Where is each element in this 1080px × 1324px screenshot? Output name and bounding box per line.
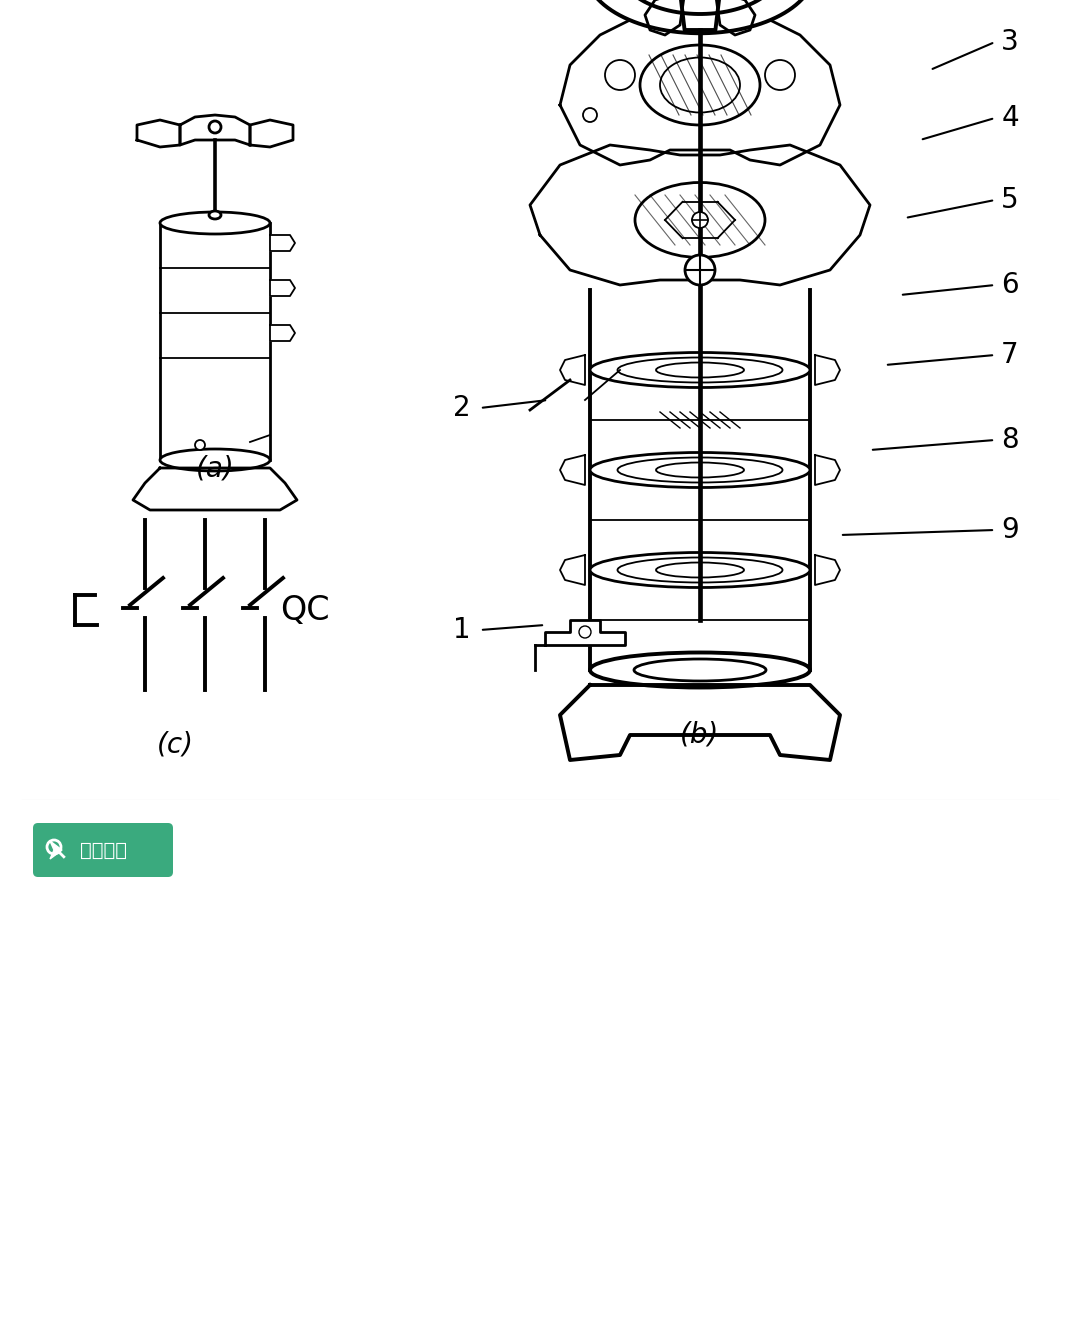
Polygon shape	[50, 841, 62, 859]
Ellipse shape	[210, 211, 221, 218]
Text: 6: 6	[1001, 271, 1018, 299]
Polygon shape	[180, 115, 249, 146]
Polygon shape	[270, 234, 295, 252]
Polygon shape	[815, 455, 840, 485]
Circle shape	[583, 109, 597, 122]
Ellipse shape	[635, 183, 765, 257]
Text: 1: 1	[454, 616, 471, 643]
Text: 7: 7	[1001, 342, 1018, 369]
Circle shape	[579, 626, 591, 638]
Text: 4—转轴；5—弹簧；6—凸轮；: 4—转轴；5—弹簧；6—凸轮；	[368, 1058, 712, 1091]
Polygon shape	[249, 120, 293, 147]
Text: 5: 5	[1001, 185, 1018, 214]
Ellipse shape	[590, 653, 810, 687]
Polygon shape	[561, 355, 585, 385]
Text: (a): (a)	[195, 455, 234, 483]
Ellipse shape	[590, 352, 810, 388]
Polygon shape	[137, 120, 180, 147]
Polygon shape	[530, 146, 870, 285]
FancyBboxPatch shape	[33, 824, 173, 876]
Ellipse shape	[590, 453, 810, 487]
Bar	[0, 800, 1080, 1324]
Text: （a） 外形；（b） 结构；（c） 符号: （a） 外形；（b） 结构；（c） 符号	[354, 899, 726, 932]
Circle shape	[195, 440, 205, 450]
Polygon shape	[561, 15, 840, 166]
Text: 7—绦缘坠板；8—动触片；9—静触片: 7—绦缘坠板；8—动触片；9—静触片	[338, 1139, 742, 1172]
Text: HZ10－10/3 型转换开关: HZ10－10/3 型转换开关	[405, 829, 795, 871]
Polygon shape	[585, 0, 815, 33]
Circle shape	[685, 256, 715, 285]
Polygon shape	[645, 0, 685, 34]
Ellipse shape	[590, 552, 810, 588]
Polygon shape	[815, 555, 840, 585]
Text: 电工知库: 电工知库	[80, 841, 127, 859]
Polygon shape	[561, 455, 585, 485]
Ellipse shape	[640, 45, 760, 124]
Text: (c): (c)	[157, 730, 193, 759]
Ellipse shape	[160, 212, 270, 234]
Text: QC: QC	[280, 593, 329, 626]
Polygon shape	[715, 0, 755, 34]
Polygon shape	[545, 620, 625, 645]
Text: 电工知库: 电工知库	[999, 1287, 1035, 1303]
Text: (b): (b)	[680, 720, 719, 748]
Text: 4: 4	[1001, 105, 1018, 132]
Polygon shape	[678, 0, 723, 30]
Polygon shape	[815, 355, 840, 385]
Text: 8: 8	[1001, 426, 1018, 454]
Text: 2: 2	[454, 395, 471, 422]
Polygon shape	[270, 279, 295, 297]
Polygon shape	[561, 555, 585, 585]
Text: 9: 9	[1001, 516, 1018, 544]
Ellipse shape	[160, 449, 270, 471]
Polygon shape	[561, 685, 840, 760]
Circle shape	[210, 120, 221, 132]
Polygon shape	[270, 324, 295, 342]
Text: 1—接线柱；2—绦缘杆；3—手柄；: 1—接线柱；2—绦缘杆；3—手柄；	[348, 978, 732, 1012]
Text: 3: 3	[1001, 28, 1018, 56]
Circle shape	[692, 212, 708, 228]
Polygon shape	[133, 467, 297, 510]
